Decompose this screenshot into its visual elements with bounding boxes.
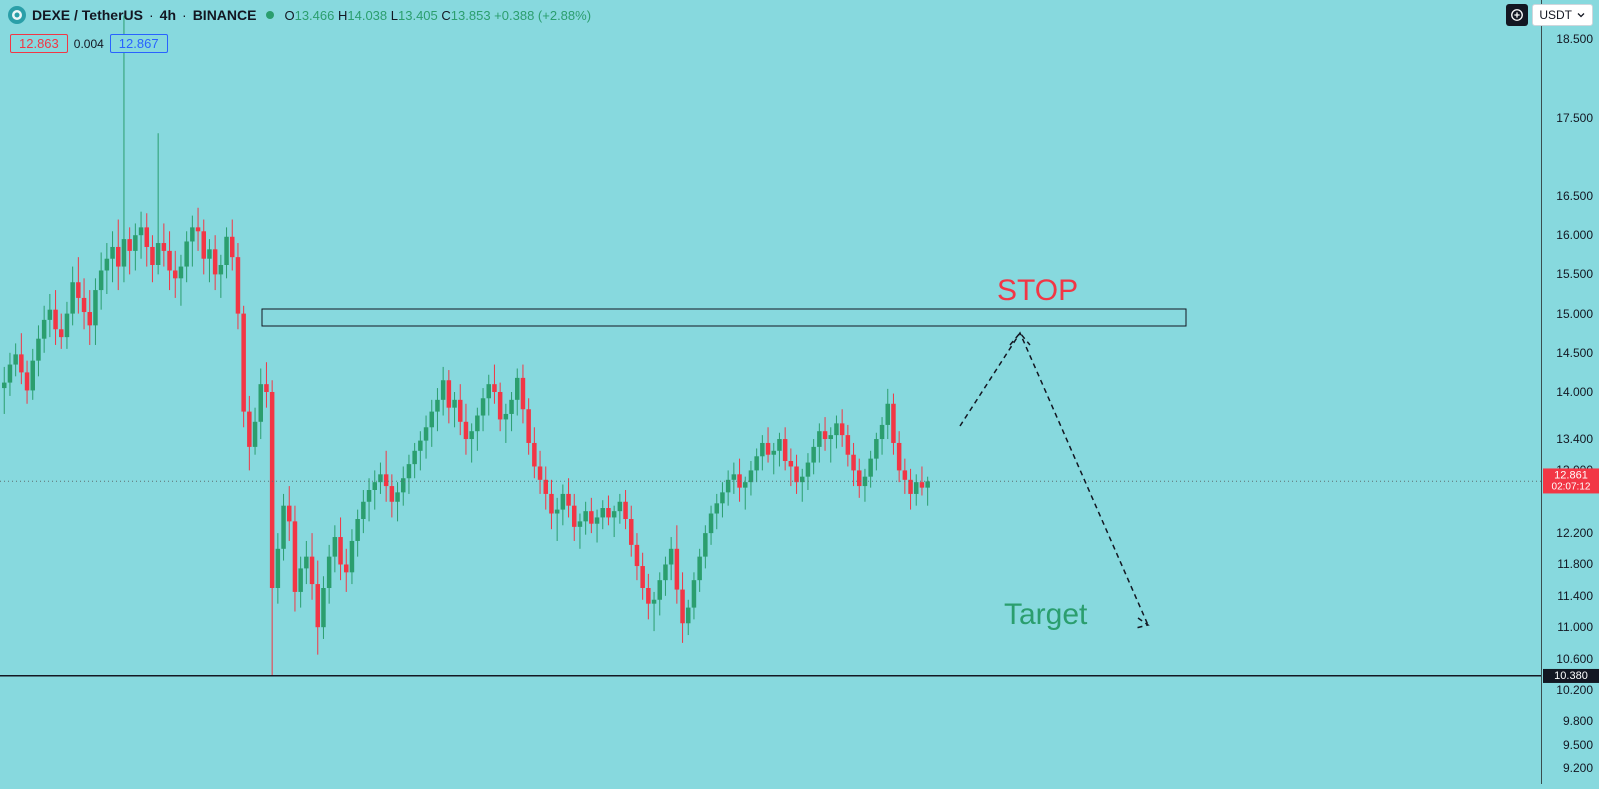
- price-chart-canvas[interactable]: STOP Target: [0, 0, 1541, 784]
- interval-label[interactable]: 4h: [160, 7, 176, 23]
- stop-annotation: STOP: [997, 274, 1078, 307]
- pair-name[interactable]: DEXE / TetherUS: [32, 7, 143, 23]
- currency-label: USDT: [1539, 8, 1572, 22]
- yaxis-tick: 18.500: [1556, 32, 1593, 46]
- bid-box[interactable]: 12.863: [10, 34, 68, 53]
- current-price-badge: 12.86102:07:12: [1543, 469, 1599, 494]
- price-axis[interactable]: 18.500 17.500 16.500 16.000 15.500 15.000 14.5…: [1541, 0, 1599, 784]
- ohlc-readout: O13.466 H14.038 L13.405 C13.853 +0.388 (…: [284, 8, 591, 23]
- top-right-controls: USDT: [1506, 4, 1593, 26]
- yaxis-tick: 12.200: [1556, 526, 1593, 540]
- bid-ask-row: 12.863 0.004 12.867: [10, 34, 168, 53]
- yaxis-tick: 9.800: [1563, 714, 1593, 728]
- yaxis-tick: 10.600: [1556, 652, 1593, 666]
- yaxis-tick: 17.500: [1556, 111, 1593, 125]
- chart-header: DEXE / TetherUS · 4h · BINANCE O13.466 H…: [8, 6, 591, 24]
- currency-dropdown[interactable]: USDT: [1532, 4, 1593, 26]
- spread-value: 0.004: [74, 37, 104, 51]
- yaxis-tick: 13.400: [1556, 432, 1593, 446]
- add-indicator-button[interactable]: [1506, 4, 1528, 26]
- yaxis-tick: 16.500: [1556, 189, 1593, 203]
- coin-icon: [8, 6, 26, 24]
- hline-price-badge: 10.380: [1543, 669, 1599, 683]
- yaxis-tick: 11.000: [1557, 620, 1593, 634]
- yaxis-tick: 11.800: [1557, 557, 1593, 571]
- exchange-label[interactable]: BINANCE: [193, 7, 257, 23]
- yaxis-tick: 11.400: [1557, 589, 1593, 603]
- chevron-down-icon: [1576, 10, 1586, 20]
- yaxis-tick: 14.000: [1556, 385, 1593, 399]
- yaxis-tick: 10.200: [1556, 683, 1593, 697]
- yaxis-tick: 9.500: [1563, 738, 1593, 752]
- target-annotation: Target: [1004, 598, 1088, 631]
- yaxis-tick: 16.000: [1556, 228, 1593, 242]
- yaxis-tick: 14.500: [1556, 346, 1593, 360]
- yaxis-tick: 15.000: [1556, 307, 1593, 321]
- ask-box[interactable]: 12.867: [110, 34, 168, 53]
- market-status-dot: [266, 11, 274, 19]
- yaxis-tick: 9.200: [1563, 761, 1593, 775]
- yaxis-tick: 15.500: [1556, 267, 1593, 281]
